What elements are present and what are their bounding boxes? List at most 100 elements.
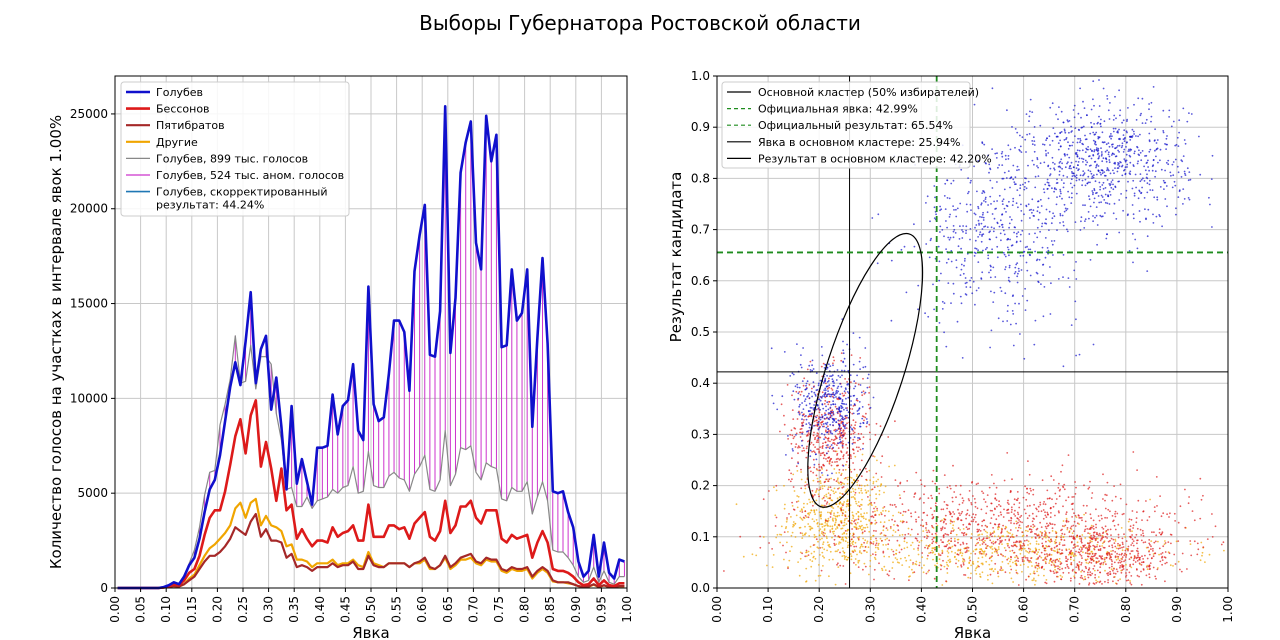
scatter-point bbox=[938, 558, 941, 561]
scatter-point bbox=[1154, 175, 1156, 178]
scatter-point bbox=[1080, 555, 1083, 557]
scatter-point bbox=[1014, 127, 1017, 130]
scatter-point bbox=[874, 551, 877, 554]
scatter-point bbox=[815, 372, 818, 374]
scatter-point bbox=[917, 544, 920, 547]
scatter-point bbox=[1101, 517, 1103, 520]
scatter-point bbox=[1102, 546, 1105, 549]
scatter-point bbox=[1102, 532, 1104, 535]
scatter-point bbox=[1041, 479, 1044, 482]
scatter-point bbox=[1141, 529, 1144, 532]
scatter-point bbox=[1012, 164, 1015, 167]
scatter-point bbox=[1129, 136, 1132, 139]
scatter-point bbox=[837, 562, 839, 565]
scatter-point bbox=[943, 302, 946, 304]
scatter-point bbox=[799, 436, 802, 438]
scatter-point bbox=[1053, 580, 1056, 583]
scatter-point bbox=[912, 571, 914, 574]
scatter-point bbox=[926, 514, 929, 517]
scatter-point bbox=[1196, 542, 1199, 545]
scatter-point bbox=[1093, 583, 1096, 585]
scatter-point bbox=[868, 431, 871, 434]
scatter-point bbox=[856, 410, 859, 412]
scatter-point bbox=[1152, 566, 1155, 569]
scatter-point bbox=[1023, 539, 1026, 542]
scatter-point bbox=[965, 203, 968, 206]
scatter-point bbox=[1097, 147, 1100, 150]
scatter-point bbox=[859, 468, 861, 471]
scatter-point bbox=[781, 395, 784, 398]
scatter-point bbox=[1037, 543, 1040, 546]
scatter-point bbox=[815, 408, 818, 411]
scatter-point bbox=[807, 554, 810, 556]
scatter-point bbox=[1162, 130, 1165, 132]
scatter-point bbox=[920, 524, 922, 527]
scatter-point bbox=[1048, 553, 1051, 556]
scatter-point bbox=[1073, 512, 1075, 515]
scatter-point bbox=[991, 509, 993, 512]
scatter-point bbox=[789, 480, 792, 483]
scatter-point bbox=[1142, 558, 1144, 560]
scatter-point bbox=[1001, 151, 1004, 153]
scatter-point bbox=[918, 561, 921, 564]
scatter-point bbox=[1109, 554, 1111, 557]
scatter-point bbox=[1090, 537, 1093, 540]
scatter-point bbox=[822, 382, 825, 384]
scatter-point bbox=[1037, 551, 1039, 554]
scatter-point bbox=[1125, 540, 1128, 542]
scatter-point bbox=[888, 519, 890, 522]
scatter-point bbox=[941, 300, 944, 303]
scatter-point bbox=[888, 555, 890, 558]
scatter-point bbox=[787, 531, 789, 533]
scatter-point bbox=[981, 556, 984, 559]
scatter-point bbox=[1064, 166, 1067, 169]
scatter-point bbox=[1048, 562, 1051, 564]
scatter-point bbox=[1170, 534, 1173, 536]
scatter-point bbox=[1087, 576, 1090, 579]
scatter-point bbox=[1004, 549, 1007, 552]
scatter-point bbox=[1110, 137, 1112, 140]
scatter-point bbox=[1078, 537, 1081, 540]
scatter-point bbox=[1087, 562, 1090, 565]
scatter-point bbox=[986, 526, 988, 528]
scatter-point bbox=[1065, 209, 1068, 212]
scatter-point bbox=[955, 208, 957, 211]
scatter-point bbox=[825, 426, 828, 429]
scatter-point bbox=[1025, 526, 1028, 528]
scatter-point bbox=[1043, 549, 1046, 552]
scatter-point bbox=[811, 489, 814, 492]
scatter-point bbox=[940, 272, 942, 275]
scatter-point bbox=[965, 232, 967, 235]
scatter-point bbox=[799, 510, 802, 513]
scatter-point bbox=[962, 272, 965, 275]
scatter-point bbox=[863, 530, 866, 533]
scatter-point bbox=[1034, 532, 1036, 535]
scatter-point bbox=[933, 217, 936, 220]
scatter-point bbox=[1176, 136, 1179, 139]
scatter-point bbox=[875, 542, 878, 545]
scatter-point bbox=[972, 495, 974, 497]
scatter-point bbox=[1140, 112, 1142, 115]
scatter-point bbox=[826, 425, 829, 428]
scatter-point bbox=[931, 533, 934, 536]
scatter-point bbox=[957, 553, 960, 556]
scatter-point bbox=[949, 485, 951, 487]
scatter-point bbox=[1104, 201, 1107, 204]
scatter-point bbox=[815, 453, 817, 455]
scatter-point bbox=[838, 458, 841, 461]
scatter-point bbox=[1079, 87, 1081, 90]
scatter-point bbox=[1056, 548, 1059, 551]
scatter-point bbox=[1051, 523, 1054, 525]
scatter-point bbox=[823, 548, 826, 551]
scatter-point bbox=[1067, 572, 1070, 574]
scatter-point bbox=[838, 524, 840, 526]
scatter-point bbox=[861, 417, 864, 420]
scatter-point bbox=[906, 546, 909, 549]
scatter-point bbox=[890, 548, 893, 551]
scatter-point bbox=[819, 379, 822, 382]
scatter-point bbox=[791, 457, 793, 460]
scatter-point bbox=[1031, 143, 1034, 146]
scatter-point bbox=[1128, 148, 1130, 151]
scatter-point bbox=[888, 539, 891, 542]
scatter-point bbox=[950, 540, 953, 542]
